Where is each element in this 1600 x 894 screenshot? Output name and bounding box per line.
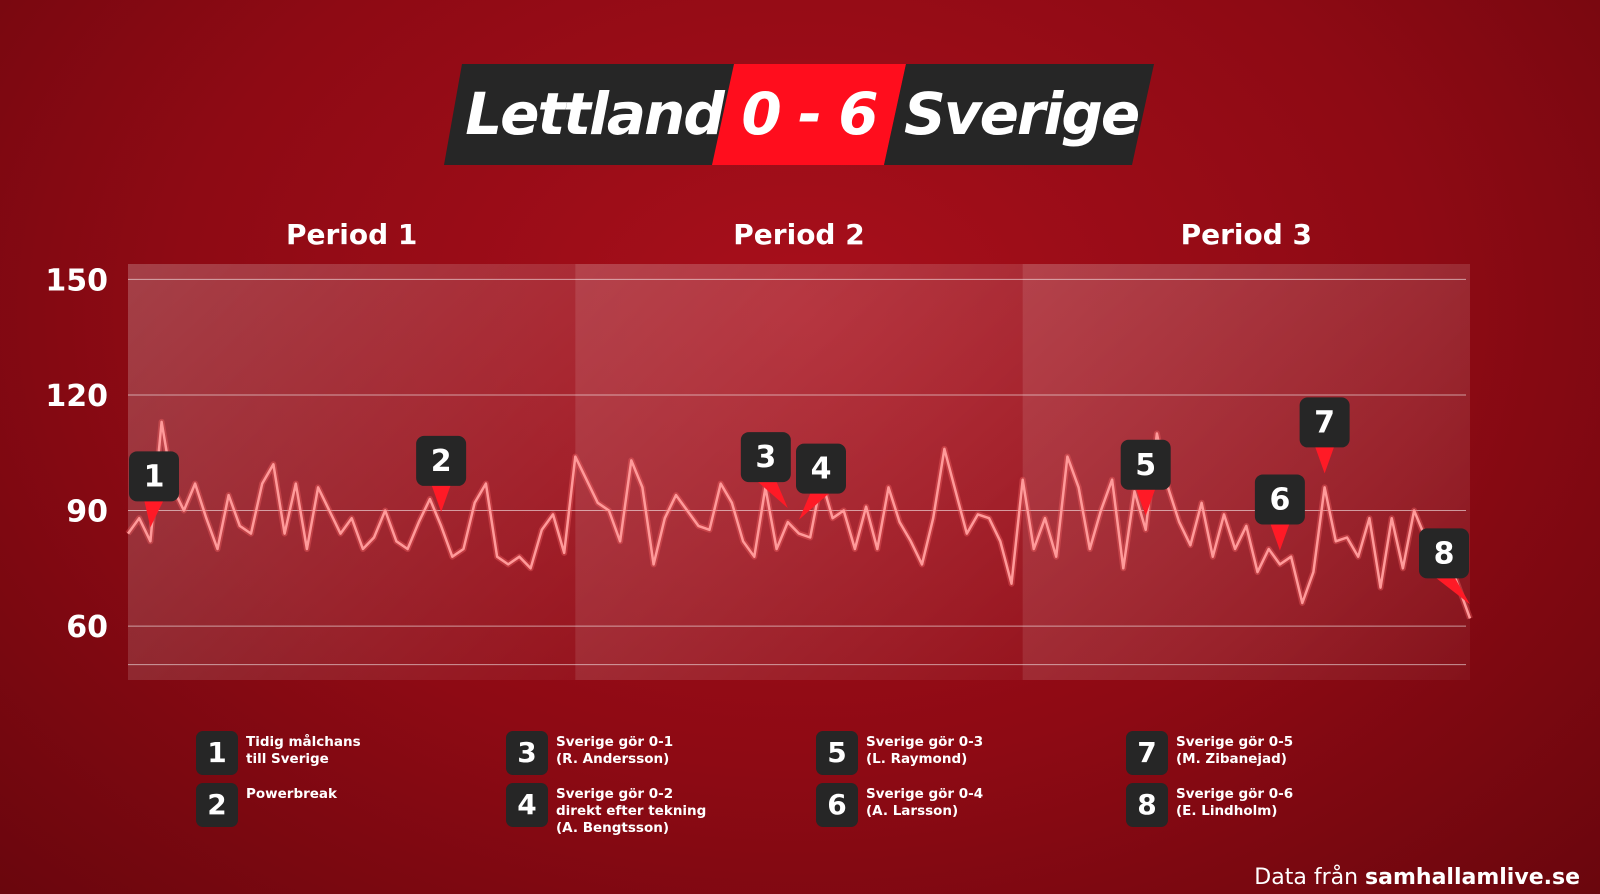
legend-text: Sverige gör 0-4 (A. Larsson) <box>866 786 984 819</box>
event-marker-3: 3 <box>740 432 791 509</box>
event-marker-4: 4 <box>796 443 846 520</box>
event-pointer <box>755 480 788 509</box>
event-marker-1: 1 <box>129 451 179 528</box>
event-badge <box>1419 528 1469 579</box>
legend-item-4: 4 Sverige gör 0-2 direkt efter tekning (A… <box>506 783 806 843</box>
event-number: 2 <box>431 444 452 479</box>
event-marker-8: 8 <box>1419 528 1470 605</box>
event-pointer <box>431 483 452 512</box>
event-pointer <box>1269 522 1290 551</box>
event-badge <box>416 435 467 486</box>
legend-badge: 7 <box>1126 731 1168 775</box>
legend-text: Sverige gör 0-6 (E. Lindholm) <box>1176 786 1294 819</box>
event-marker-7: 7 <box>1299 397 1350 474</box>
legend-text: Sverige gör 0-5 (M. Zibanejad) <box>1176 734 1294 767</box>
series-line <box>126 420 1472 619</box>
legend-item-3: 3 Sverige gör 0-1 (R. Andersson) <box>506 731 806 791</box>
period-label: Period 2 <box>733 218 864 251</box>
legend-item-8: 8 Sverige gör 0-6 (E. Lindholm) <box>1126 783 1426 843</box>
event-marker-6: 6 <box>1254 474 1305 551</box>
legend-badge: 4 <box>506 783 548 827</box>
event-badge <box>1254 474 1305 525</box>
period-panel-3 <box>1022 264 1470 680</box>
y-tick-label: 90 <box>66 495 108 530</box>
period-label: Period 3 <box>1181 218 1312 251</box>
legend-text: Tidig målchans till Sverige <box>246 734 361 767</box>
event-number: 6 <box>1269 482 1290 517</box>
event-pointer <box>799 491 831 520</box>
away-team-name: Sverige <box>904 80 1140 148</box>
event-marker-5: 5 <box>1120 439 1171 516</box>
event-number: 4 <box>811 452 832 487</box>
event-pointer <box>1434 576 1470 605</box>
legend-item-2: 2 Powerbreak <box>196 783 496 843</box>
legend-item-1: 1 Tidig målchans till Sverige <box>196 731 496 791</box>
y-tick-label: 60 <box>66 610 108 645</box>
source-site: samhallamlive.se <box>1365 865 1580 890</box>
event-number: 3 <box>755 440 776 475</box>
event-number: 8 <box>1434 536 1455 571</box>
legend-badge: 6 <box>816 783 858 827</box>
period-label: Period 1 <box>286 218 417 251</box>
home-team-panel <box>444 64 744 165</box>
legend-badge: 2 <box>196 783 238 827</box>
event-number: 5 <box>1135 448 1156 483</box>
legend-item-7: 7 Sverige gör 0-5 (M. Zibanejad) <box>1126 731 1426 791</box>
legend-text: Sverige gör 0-3 (L. Raymond) <box>866 734 984 767</box>
legend-text: Sverige gör 0-2 direkt efter tekning (A.… <box>556 786 707 836</box>
event-pointer <box>1314 445 1335 474</box>
period-panel-1 <box>128 264 576 680</box>
match-score: 0 - 6 <box>741 80 878 148</box>
legend-text: Sverige gör 0-1 (R. Andersson) <box>556 734 674 767</box>
legend-text: Powerbreak <box>246 786 338 802</box>
event-pointer <box>1135 487 1156 516</box>
legend-badge: 8 <box>1126 783 1168 827</box>
home-team-name: Lettland <box>465 80 725 148</box>
source-prefix: Data från <box>1254 865 1359 890</box>
event-number: 1 <box>144 459 165 494</box>
legend-badge: 5 <box>816 731 858 775</box>
event-number: 7 <box>1314 405 1335 440</box>
event-badge <box>129 451 179 502</box>
event-badge <box>796 443 846 494</box>
legend-item-5: 5 Sverige gör 0-3 (L. Raymond) <box>816 731 1116 791</box>
event-badge <box>1120 439 1171 490</box>
score-panel <box>712 64 906 165</box>
legend-badge: 1 <box>196 731 238 775</box>
away-team-panel <box>884 64 1154 165</box>
legend-badge: 3 <box>506 731 548 775</box>
data-source: Data från samhallamlive.se <box>1254 865 1580 890</box>
y-tick-label: 120 <box>45 379 108 414</box>
legend-item-6: 6 Sverige gör 0-4 (A. Larsson) <box>816 783 1116 843</box>
y-tick-label: 150 <box>45 263 108 298</box>
event-badge <box>1299 397 1350 448</box>
event-pointer <box>144 499 164 528</box>
event-badge <box>740 432 791 483</box>
event-marker-2: 2 <box>416 435 467 512</box>
